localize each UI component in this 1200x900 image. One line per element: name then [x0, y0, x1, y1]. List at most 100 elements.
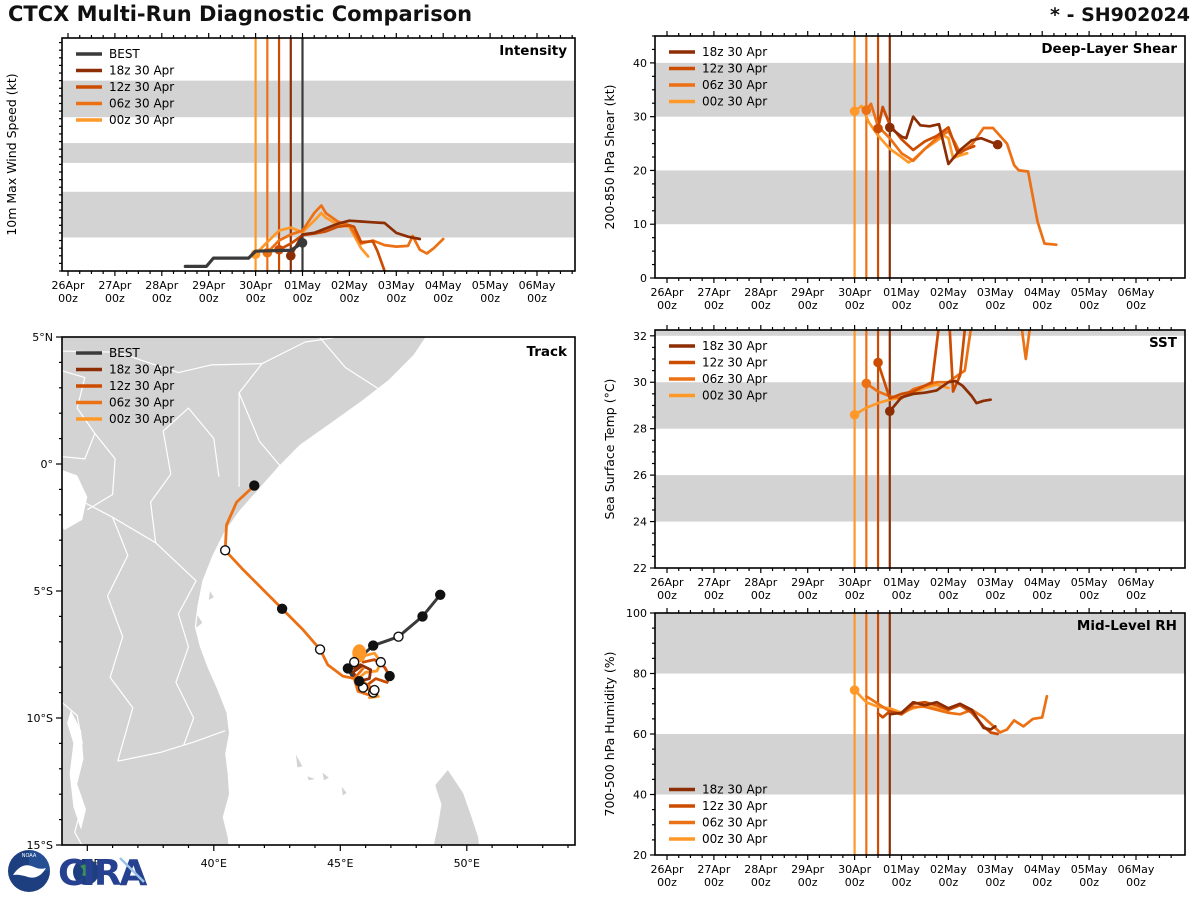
shear-xtick-hour: 00z: [657, 299, 677, 312]
land-polygon: [322, 772, 329, 781]
intensity-xtick-day: 29Apr: [192, 279, 226, 292]
track-fix-marker: [354, 675, 365, 687]
sst-xtick-day: 29Apr: [791, 576, 825, 589]
shear-ylabel: 200-850 hPa Shear (kt): [602, 85, 617, 230]
rh-xtick-day: 01May: [883, 863, 920, 876]
rh-xtick-day: 05May: [1071, 863, 1108, 876]
rh-ytick: 60: [633, 728, 647, 741]
shear-ytick: 40: [633, 57, 647, 70]
intensity-chart: 26Apr 00z 27Apr 00z 28Apr 00z 29Apr 00z 30Apr 00z…: [0, 30, 600, 334]
track-ytick: 15°S: [27, 839, 53, 852]
rh-ytick: 100: [626, 607, 647, 620]
sst-band: [655, 475, 1185, 522]
sst-xtick-day: 01May: [883, 576, 920, 589]
intensity-legend-label: 12z 30 Apr: [109, 80, 174, 94]
sst-marker: [884, 406, 895, 417]
shear-marker: [884, 122, 895, 133]
intensity-series-BEST: [183, 241, 305, 268]
intensity-xtick-hour: 00z: [152, 292, 172, 305]
shear-svg: 26Apr00z27Apr00z28Apr00z29Apr00z30Apr00z…: [602, 31, 1186, 312]
intensity-band: [62, 143, 575, 163]
sst-legend-label: 00z 30 Apr: [702, 389, 767, 403]
admin-border: [62, 350, 262, 374]
admin-border: [238, 392, 281, 466]
intensity-xtick-hour: 00z: [386, 292, 406, 305]
track-legend-label: 06z 30 Apr: [109, 396, 174, 410]
intensity-xtick-hour: 00z: [340, 292, 360, 305]
sst-xtick-hour: 00z: [1126, 589, 1146, 602]
shear-xtick-hour: 00z: [892, 299, 912, 312]
sst-xtick-day: 05May: [1071, 576, 1108, 589]
lake-polygon: [62, 469, 88, 530]
intensity-xtick-day: 06May: [519, 279, 556, 292]
shear-band: [655, 62, 1185, 117]
storm-id: * - SH902024: [1050, 4, 1190, 26]
rh-xtick-hour: 00z: [1079, 876, 1099, 889]
intensity-series-18z30Apr: [289, 219, 422, 258]
intensity-band: [62, 80, 575, 118]
shear-xtick-hour: 00z: [1126, 299, 1146, 312]
land-polygon: [196, 615, 203, 628]
sst-xtick-day: 04May: [1024, 576, 1061, 589]
sst-legend-label: 06z 30 Apr: [702, 372, 767, 386]
sst-band: [655, 330, 1185, 336]
intensity-title: Intensity: [499, 43, 567, 59]
sst-xtick-hour: 00z: [985, 589, 1005, 602]
sst-frame: [654, 329, 1186, 569]
rh-xtick-day: 28Apr: [744, 863, 778, 876]
track-ytick: 5°S: [34, 585, 53, 598]
shear-xtick-hour: 00z: [845, 299, 865, 312]
intensity-xtick-day: 03May: [378, 279, 415, 292]
rh-series-18z30Apr: [888, 700, 997, 731]
shear-xtick-day: 27Apr: [697, 286, 731, 299]
rh-ytick: 40: [633, 789, 647, 802]
intensity-xtick-hour: 00z: [527, 292, 547, 305]
shear-band: [655, 170, 1185, 225]
track-map: 35°E40°E45°E50°E5°N0°5°S10°S15°STrackBES…: [0, 328, 600, 898]
sst-xtick-hour: 00z: [939, 589, 959, 602]
rh-xtick-day: 03May: [977, 863, 1014, 876]
sst-xtick-day: 30Apr: [838, 576, 872, 589]
cira-globe-land: [80, 864, 91, 877]
sst-marker: [849, 409, 860, 420]
land-polygon: [341, 786, 347, 796]
track-line-18z30Apr: [351, 663, 373, 683]
logo-row: NOAA CIRA: [6, 848, 148, 894]
admin-border: [106, 517, 134, 762]
shear-xtick-hour: 00z: [939, 299, 959, 312]
track-title: Track: [527, 344, 568, 360]
intensity-ylabel: 10m Max Wind Speed (kt): [4, 73, 19, 235]
intensity-xtick-hour: 00z: [58, 292, 78, 305]
sst-series-12z30Apr: [876, 330, 967, 400]
noaa-text: NOAA: [22, 853, 37, 859]
sst-ytick: 30: [633, 376, 647, 389]
rh-ytick: 20: [633, 849, 647, 862]
rh-chart: 26Apr 00z 27Apr 00z 28Apr 00z 29Apr 00z 30Apr 00z…: [600, 605, 1200, 900]
track-fix-marker: [393, 631, 404, 642]
shear-legend-label: 12z 30 Apr: [702, 62, 767, 76]
sst-ytick: 28: [633, 423, 647, 436]
shear-xtick-day: 01May: [883, 286, 920, 299]
shear-xtick-day: 03May: [977, 286, 1014, 299]
rh-xtick-day: 29Apr: [791, 863, 825, 876]
rh-band: [655, 734, 1185, 795]
intensity-xtick-hour: 00z: [480, 292, 500, 305]
rh-xtick-hour: 00z: [892, 876, 912, 889]
shear-xtick-hour: 00z: [704, 299, 724, 312]
sst-svg: 26Apr00z27Apr00z28Apr00z29Apr00z30Apr00z…: [602, 325, 1186, 602]
cira-logo: CIRA: [58, 853, 148, 894]
land-polygon: [296, 754, 303, 768]
intensity-legend-label: 18z 30 Apr: [109, 64, 174, 78]
sst-legend-label: 12z 30 Apr: [702, 356, 767, 370]
shear-xtick-day: 26Apr: [650, 286, 684, 299]
track-fix-marker: [367, 640, 379, 651]
admin-border: [238, 363, 263, 487]
admin-border: [150, 407, 220, 543]
intensity-xtick-hour: 00z: [105, 292, 125, 305]
sst-xtick-hour: 00z: [1079, 589, 1099, 602]
noaa-logo: NOAA: [8, 850, 50, 892]
sst-legend-label: 18z 30 Apr: [702, 339, 767, 353]
shear-ytick: 0: [640, 272, 647, 285]
track-fix-marker: [375, 656, 386, 668]
shear-ytick: 20: [633, 164, 647, 177]
